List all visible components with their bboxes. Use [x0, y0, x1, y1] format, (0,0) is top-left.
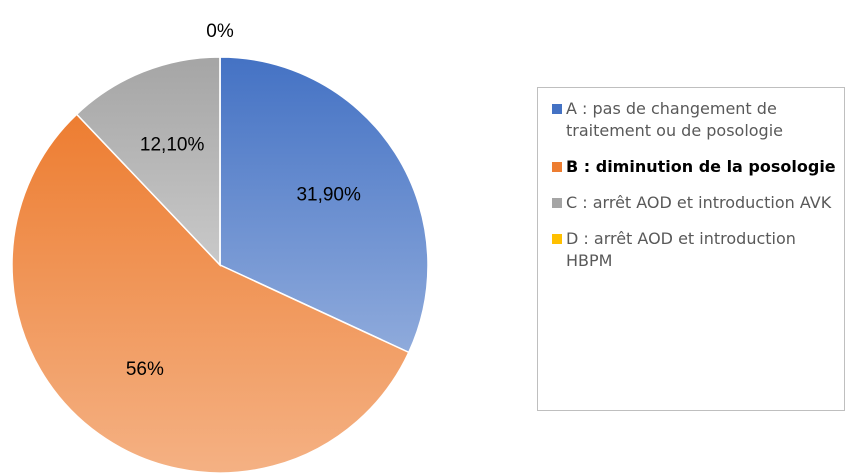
data-label: 56%	[126, 359, 164, 380]
legend-swatch	[552, 162, 562, 172]
legend-entry: D : arrêt AOD et introduction HBPM	[552, 228, 844, 272]
chart: 31,90% 56% 12,10% 0%	[11, 21, 429, 473]
pie-slice	[11, 113, 410, 473]
legend-label: A : pas de changement de traitement ou d…	[566, 99, 783, 140]
data-label: 0%	[206, 21, 234, 42]
data-label: 12,10%	[140, 134, 205, 155]
legend-label: C : arrêt AOD et introduction AVK	[566, 193, 832, 212]
legend-swatch	[552, 104, 562, 114]
legend-label: D : arrêt AOD et introduction HBPM	[566, 229, 796, 270]
legend-entry: C : arrêt AOD et introduction AVK	[552, 192, 844, 214]
data-label: 31,90%	[296, 185, 361, 206]
legend-entry: B : diminution de la posologie	[552, 156, 844, 178]
pie-slice	[75, 56, 221, 267]
legend-swatch	[552, 234, 562, 244]
legend-label: B : diminution de la posologie	[566, 157, 836, 176]
legend: A : pas de changement de traitement ou d…	[537, 87, 845, 411]
pie-slice	[219, 56, 429, 354]
legend-swatch	[552, 198, 562, 208]
legend-entry: A : pas de changement de traitement ou d…	[552, 98, 844, 142]
